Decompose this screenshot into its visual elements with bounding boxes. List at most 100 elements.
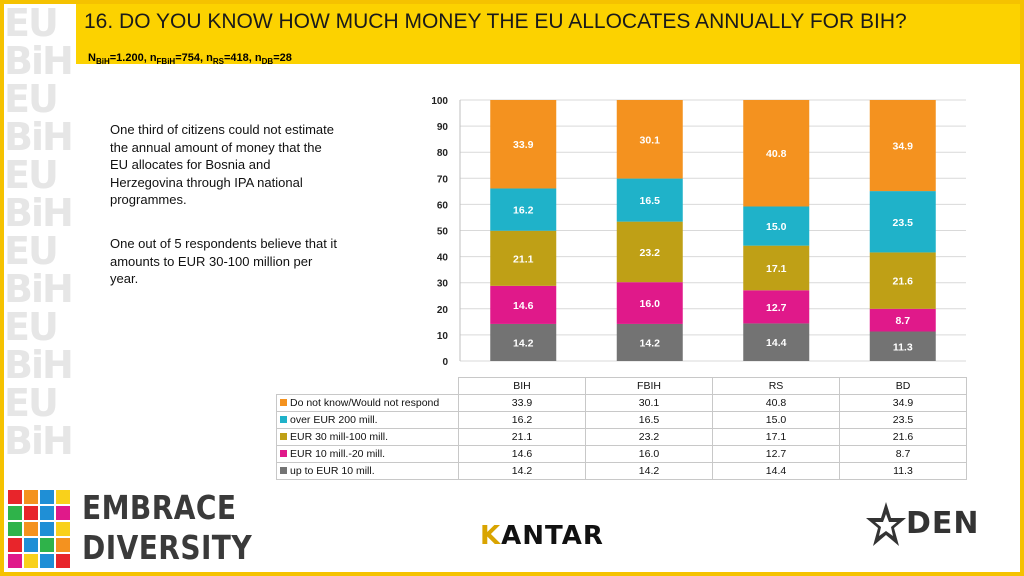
table-row: over EUR 200 mill. 16.2 16.5 15.0 23.5 [276,411,967,429]
logo-tile [40,522,54,536]
watermark-row: BiH [4,419,72,463]
table-cell: 14.6 [458,445,586,463]
bar-segment [616,323,683,361]
legend-entry: EUR 10 mill.-20 mill. [276,445,459,463]
logo-tile [40,538,54,552]
watermark-row: BiH [4,267,72,311]
bar-segment [490,188,557,231]
y-tick-label: 50 [437,227,449,238]
table-cell: 16.2 [458,411,586,429]
watermark-row: BiH [4,39,72,83]
logo-tile [56,506,70,520]
bar-value-label: 11.3 [893,341,913,353]
logo-tile [8,522,22,536]
table-header-row: BIH FBIH RS BD [277,377,967,395]
commentary-paragraph-2: One out of 5 respondents believe that it… [110,236,337,286]
logo-tile [56,538,70,552]
embrace-diversity-logo: EMBRACE DIVERSITY [8,488,252,570]
watermark-row: BiH [4,343,72,387]
logo-tile [8,554,22,568]
legend-entry: over EUR 200 mill. [276,411,459,429]
bih-eu-watermark: EU BiH EU BiH EU BiH EU BiH EU BiH EU BiH [4,4,72,474]
bar-segment [490,230,557,286]
n-fbih-value: 754 [181,52,201,64]
logo-tile [24,490,38,504]
bar-value-label: 21.6 [893,276,914,288]
table-cell: 12.7 [712,445,840,463]
bar-value-label: 14.2 [513,337,534,349]
bar-value-label: 16.5 [640,195,661,207]
stacked-bar-chart: 0 10 20 30 40 50 60 70 80 90 100 14.2 14.6 21.1 16.2 33… [431,96,966,368]
commentary-paragraph-1: One third of citizens could not estimate… [110,122,335,207]
y-tick-label: 30 [437,279,449,290]
n-bih-value: 1.200 [116,52,144,64]
bar-value-label: 14.2 [640,337,661,349]
bar-segment [869,191,936,253]
bar-segment [743,100,810,207]
bar-value-label: 23.5 [893,217,914,229]
logo-tile [40,506,54,520]
table-cell: 17.1 [712,428,840,446]
logo-tile [40,554,54,568]
bar-segment [743,323,810,361]
y-tick-label: 90 [437,122,449,133]
x-tick-label: RS [712,377,840,395]
watermark-row: EU [4,229,59,273]
bar-segment [869,252,936,309]
table-cell: 11.3 [839,462,967,480]
watermark-row: EU [4,77,59,121]
logo-tile [56,554,70,568]
bar-segment [869,100,936,192]
watermark-row: EU [4,305,59,349]
den-logo-text: DEN [906,506,980,541]
table-cell: 16.5 [585,411,713,429]
bar-segment [616,282,683,324]
table-row: up to EUR 10 mill. 14.2 14.2 14.4 11.3 [276,462,967,480]
table-cell: 15.0 [712,411,840,429]
bar-value-label: 14.4 [766,337,787,349]
legend-entry: up to EUR 10 mill. [276,462,459,480]
bar-value-label: 40.8 [766,148,787,160]
bar-value-label: 17.1 [766,263,787,275]
legend-swatch [280,450,287,457]
watermark-row: EU [4,153,59,197]
watermark-row: BiH [4,191,72,235]
logo-tile [8,538,22,552]
bar-value-label: 16.2 [513,205,534,217]
bar-segment [490,285,557,324]
table-cell: 14.2 [458,462,586,480]
logo-tile [24,538,38,552]
table-row: EUR 30 mill-100 mill. 21.1 23.2 17.1 21.6 [276,428,967,446]
n-rs-value: 418 [230,52,249,64]
bar-value-label: 34.9 [893,141,914,153]
slide-header: 16. DO YOU KNOW HOW MUCH MONEY THE EU AL… [76,4,1020,66]
legend-swatch [280,399,287,406]
slide-title: 16. DO YOU KNOW HOW MUCH MONEY THE EU AL… [84,10,907,33]
logo-tile [24,554,38,568]
legend-swatch [280,433,287,440]
bar-segment [616,100,683,179]
bar-value-label: 23.2 [640,247,661,259]
logo-tile [56,522,70,536]
legend-swatch [280,467,287,474]
table-cell: 16.0 [585,445,713,463]
bar-segment [869,331,936,361]
legend-entry: EUR 30 mill-100 mill. [276,428,459,446]
table-cell: 8.7 [839,445,967,463]
table-cell: 40.8 [712,394,840,412]
watermark-row: EU [4,381,59,425]
table-cell: 30.1 [585,394,713,412]
table-cell: 34.9 [839,394,967,412]
y-tick-label: 70 [437,174,449,185]
y-tick-label: 60 [437,200,449,211]
bar-segment [743,290,810,324]
table-cell: 21.6 [839,428,967,446]
bar-segment [490,323,557,361]
y-tick-label: 80 [437,148,449,159]
bar-value-label: 16.0 [640,298,661,310]
legend-entry: Do not know/Would not respond [276,394,459,412]
x-tick-label: BD [839,377,967,395]
bar-value-label: 21.1 [513,253,534,265]
y-tick-label: 10 [437,331,449,342]
x-tick-label: FBIH [585,377,713,395]
